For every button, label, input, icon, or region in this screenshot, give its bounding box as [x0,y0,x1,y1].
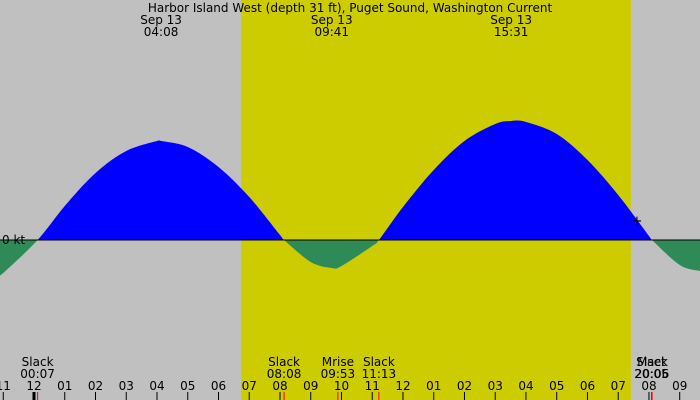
zero-label: 0 kt [2,233,25,247]
x-tick-label: 01 [57,379,72,393]
event-label: Slack [363,355,395,369]
x-tick-label: 04 [149,379,164,393]
x-tick-label: 07 [242,379,257,393]
event-time: 08:08 [267,367,302,381]
flood-area [0,120,700,240]
x-tick-label: 09 [303,379,318,393]
chart-title: Harbor Island West (depth 31 ft), Puget … [148,1,553,15]
x-tick-label: 12 [26,379,41,393]
event-time: 09:53 [321,367,356,381]
extreme-date: Sep 13 [490,13,532,27]
event-label: Slack [268,355,300,369]
x-tick-label: 05 [180,379,195,393]
x-tick-label: 10 [334,379,349,393]
x-tick-label: 07 [611,379,626,393]
extreme-time: 15:31 [494,25,529,39]
extreme-date: Sep 13 [140,13,182,27]
event-label: Mset [637,355,666,369]
x-tick-label: 03 [488,379,503,393]
event-time: 20:06 [635,367,670,381]
cursor-mark: + [632,214,643,229]
x-tick-label: 05 [549,379,564,393]
ebb-area [0,240,700,276]
x-tick-label: 12 [395,379,410,393]
x-tick-label: 08 [272,379,287,393]
event-label: Slack [22,355,54,369]
x-tick-label: 04 [518,379,533,393]
extreme-date: Sep 13 [311,13,353,27]
extreme-time: 09:41 [314,25,349,39]
extreme-time: 04:08 [144,25,179,39]
x-tick-label: 06 [580,379,595,393]
x-tick-label: 02 [457,379,472,393]
x-tick-label: 03 [119,379,134,393]
x-tick-label: 06 [211,379,226,393]
event-time: 00:07 [20,367,55,381]
event-label: Mrise [322,355,354,369]
event-time: 20:05 [634,367,669,381]
x-tick-label: 11 [0,379,11,393]
x-tick-label: 11 [365,379,380,393]
event-time: 11:13 [362,367,397,381]
x-tick-label: 08 [641,379,656,393]
x-tick-label: 09 [672,379,687,393]
x-tick-label: 01 [426,379,441,393]
event-label: Slack [636,355,668,369]
x-tick-label: 02 [88,379,103,393]
